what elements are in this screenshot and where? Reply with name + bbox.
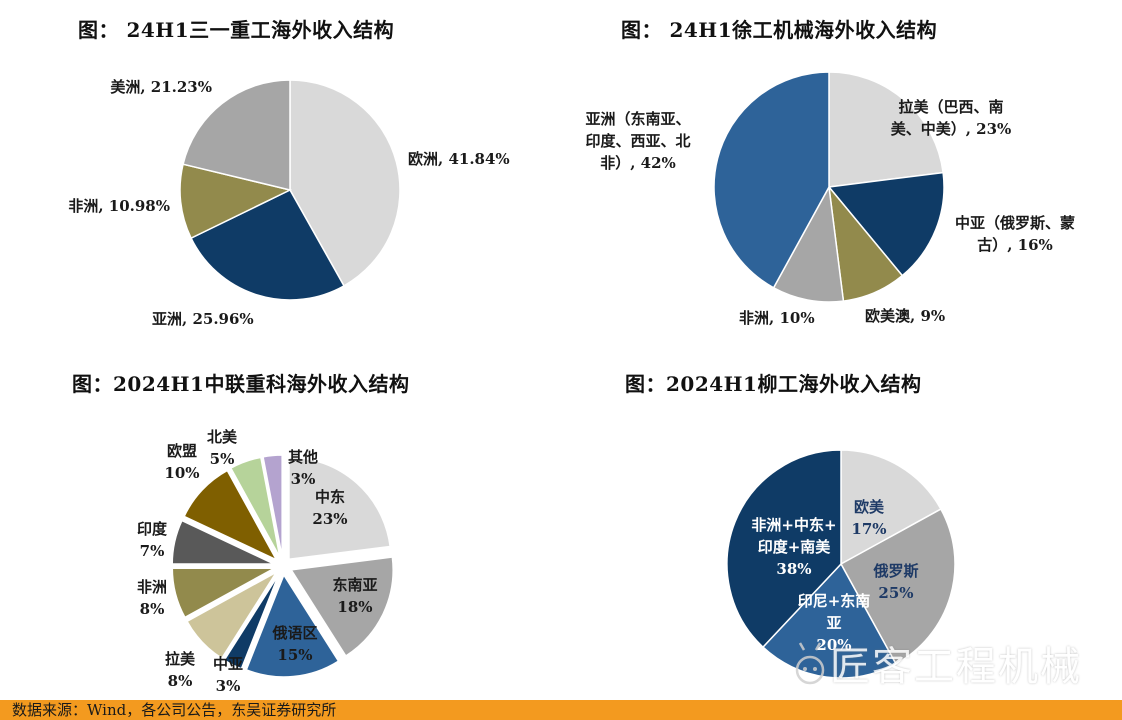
chart-title: 图：2024H1中联重科海外收入结构 xyxy=(72,372,410,396)
pie-label: 北美 5% xyxy=(206,428,237,468)
pie-slice xyxy=(245,573,340,678)
pie-chart xyxy=(726,449,956,679)
pie-slice xyxy=(713,71,830,289)
chart-xcmg: 图： 24H1徐工机械海外收入结构 拉美（巴西、南 美、中美）, 23% 中亚（俄… xyxy=(561,0,1122,350)
pie-slice xyxy=(288,456,391,561)
pie-slice xyxy=(229,456,281,558)
pie-label: 其他 3% xyxy=(287,448,318,488)
pie-slice xyxy=(182,79,291,191)
pie-label: 欧盟 10% xyxy=(164,442,200,482)
pie-slice xyxy=(183,469,279,562)
pie-slice xyxy=(186,571,278,660)
pie-slice xyxy=(289,556,394,657)
pie-slice xyxy=(827,171,945,277)
pie-slice xyxy=(223,573,280,670)
watermark-text: 匠客工程机械 xyxy=(830,644,1082,690)
pie-label: 欧美澳, 9% xyxy=(865,307,946,325)
pie-slice xyxy=(171,519,275,565)
pie-label: 印尼+东南亚 20% xyxy=(797,592,871,654)
pie-label: 非洲, 10% xyxy=(739,309,815,327)
chart-title: 图： 24H1三一重工海外收入结构 xyxy=(78,18,395,42)
pie-label: 俄语区 15% xyxy=(272,624,318,664)
pie-slice xyxy=(289,79,401,287)
pie-slice xyxy=(171,567,275,619)
pie-label: 欧洲, 41.84% xyxy=(408,150,510,168)
pie-slice xyxy=(726,449,842,649)
pie-slice xyxy=(839,508,956,665)
pie-label: 美洲, 21.23% xyxy=(110,78,212,96)
source-note: 数据来源：Wind，各公司公告，东吴证券研究所 xyxy=(12,701,337,719)
pie-label: 非洲+中东+ 印度+南美 38% xyxy=(751,516,837,578)
pie-chart xyxy=(179,79,401,301)
footer-bar: 数据来源：Wind，各公司公告，东吴证券研究所 xyxy=(0,700,1122,720)
pie-slice xyxy=(761,562,897,679)
pie-label: 俄罗斯 25% xyxy=(873,562,919,602)
pie-label: 拉美（巴西、南 美、中美）, 23% xyxy=(890,98,1012,138)
pie-label: 非洲, 10.98% xyxy=(68,197,170,215)
watermark: 匠客工程机械 xyxy=(790,640,1090,694)
pie-label: 亚洲, 25.96% xyxy=(152,310,254,328)
pie-label: 中东 23% xyxy=(312,488,348,528)
pie-slice xyxy=(262,454,283,558)
chart-zoomlion: 图：2024H1中联重科海外收入结构 中东 23% 东南亚 18% 俄语区 15% 中… xyxy=(0,350,561,700)
pie-label: 拉美 8% xyxy=(164,650,195,690)
pie-slice xyxy=(840,449,942,566)
pie-chart xyxy=(171,454,394,678)
pie-label: 非洲 8% xyxy=(136,578,167,618)
pie-label: 东南亚 18% xyxy=(332,576,378,616)
chart-title: 图：2024H1柳工海外收入结构 xyxy=(625,372,922,396)
pie-slice xyxy=(772,184,845,303)
robot-icon xyxy=(795,642,825,685)
pie-slice xyxy=(190,189,346,301)
chart-title: 图： 24H1徐工机械海外收入结构 xyxy=(621,18,938,42)
pie-chart xyxy=(713,71,945,303)
pie-label: 印度 7% xyxy=(136,520,167,560)
chart-liugong: 图：2024H1柳工海外收入结构 欧美 17% 俄罗斯 25% 印尼+东南亚 20% … xyxy=(561,350,1122,700)
pie-label: 欧美 17% xyxy=(851,498,887,538)
pie-slice xyxy=(179,163,293,240)
pie-label: 中亚（俄罗斯、蒙 古）, 16% xyxy=(954,214,1075,254)
pie-slice xyxy=(828,71,944,188)
pie-label: 中亚 3% xyxy=(212,655,243,695)
chart-sany: 图： 24H1三一重工海外收入结构 美洲, 21.23% 欧洲, 41.84% … xyxy=(0,0,561,350)
pie-label: 亚洲（东南亚、 印度、西亚、北 非）, 42% xyxy=(585,110,691,172)
